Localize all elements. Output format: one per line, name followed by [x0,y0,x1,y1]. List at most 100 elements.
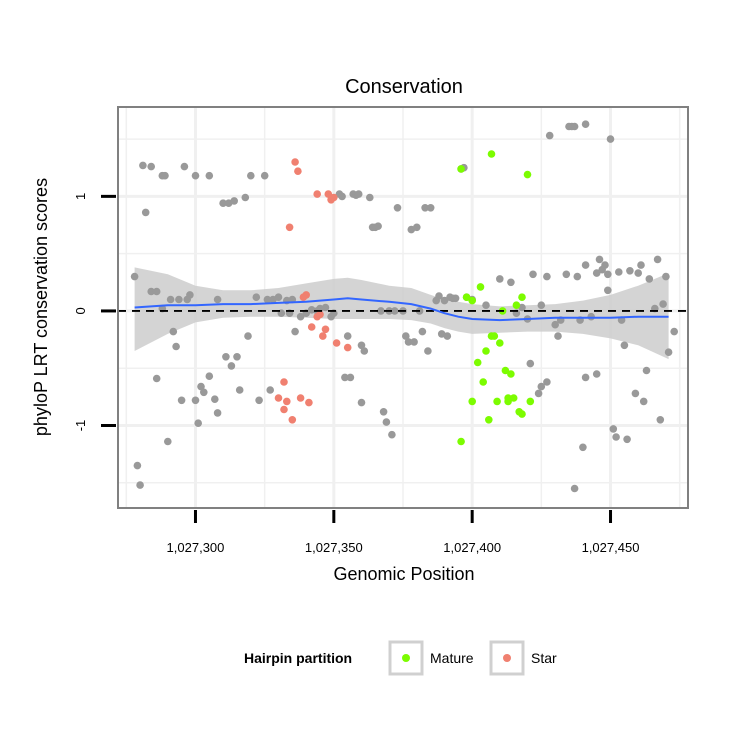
point-other [642,366,651,375]
point-other [133,461,142,470]
point-star [274,394,283,402]
point-other [626,267,634,275]
point-other [211,395,219,404]
point-other [200,388,208,397]
legend-label-mature: Mature [430,650,474,666]
point-mature [473,358,482,367]
point-mature [526,397,535,406]
point-other [390,307,399,315]
point-other [180,162,189,171]
point-other [130,272,139,281]
point-other [266,386,275,394]
point-other [615,268,623,276]
point-other [612,433,620,441]
point-mature [501,366,510,375]
point-other [435,292,443,300]
point-other [529,270,537,279]
point-mature [504,394,512,402]
point-other [357,398,366,407]
point-mature [518,410,526,418]
point-other [169,327,178,336]
x-tick-label: 1,027,300 [167,540,225,555]
point-star [280,405,288,414]
data-points [130,120,678,493]
point-other [393,204,402,212]
point-other [570,122,579,131]
point-other [639,397,648,406]
point-other [197,382,205,391]
point-other [634,269,642,277]
point-other [659,300,667,308]
point-star [330,193,338,202]
point-other [136,481,144,489]
point-other [147,287,155,296]
point-other [175,295,183,304]
point-other [241,193,250,202]
point-other [377,307,385,315]
point-other [551,320,559,329]
point-other [623,435,631,444]
point-other [382,418,391,426]
point-other [213,295,222,304]
point-other [496,275,504,283]
point-other [379,408,388,416]
point-mature [476,283,485,291]
point-other [219,199,227,207]
point-other [139,161,147,170]
point-other [592,370,601,378]
point-other [291,327,299,336]
point-other [152,287,161,296]
point-other [554,332,562,340]
point-other [451,294,460,303]
point-other [164,437,172,446]
point-mature [487,150,496,158]
point-star [302,291,311,299]
plot-border [117,106,689,509]
point-star [280,378,288,386]
point-star [305,398,313,407]
point-other [631,389,640,398]
point-star [321,325,330,334]
point-other [601,261,609,269]
x-tick-label: 1,027,350 [305,540,363,555]
legend-marker-star [503,654,511,662]
point-other [570,484,579,493]
y-tick-label: 1 [73,193,88,200]
point-other [418,327,427,336]
x-tick-label: 1,027,450 [582,540,640,555]
point-other [235,386,244,394]
point-other [227,362,236,370]
point-other [410,338,418,346]
point-other [604,286,612,295]
legend-key-star [489,640,525,676]
point-mature [479,378,488,386]
point-other [177,396,186,405]
point-mature [496,339,504,347]
point-other [537,301,546,310]
point-mature [507,370,515,378]
point-other [186,291,194,299]
point-other [152,374,161,383]
point-other [592,269,601,277]
point-other [537,382,546,391]
point-other [263,295,272,304]
point-other [321,303,330,312]
point-other [573,272,582,281]
point-star [313,190,322,198]
point-star [324,190,333,198]
plot-area [117,106,689,509]
point-star [332,339,341,347]
point-other [360,347,369,355]
smooth-line [134,297,669,322]
point-other [482,301,490,310]
point-star [288,416,297,424]
point-other [653,255,662,264]
y-axis: -1 0 1 [73,193,116,431]
point-other [357,341,366,350]
point-other [443,332,452,340]
y-tick-label: 0 [73,307,88,314]
point-other [606,135,615,143]
point-other [534,389,543,398]
point-other [343,332,352,340]
point-other [526,359,535,368]
